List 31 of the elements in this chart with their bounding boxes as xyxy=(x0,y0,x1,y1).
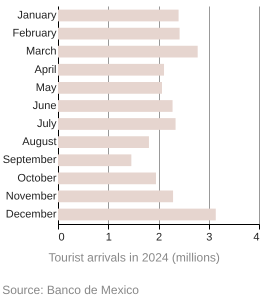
y-tick-label: November xyxy=(6,190,57,202)
x-tick-label: 0 xyxy=(58,232,65,244)
bar xyxy=(58,118,176,130)
y-tick-label: August xyxy=(22,136,56,148)
y-tick-label: October xyxy=(17,172,57,184)
x-tick-label: 4 xyxy=(253,232,260,244)
y-tick-label: September xyxy=(2,154,57,166)
bar xyxy=(58,136,149,148)
bar xyxy=(58,190,174,202)
y-tick-label: July xyxy=(36,118,57,130)
bar xyxy=(58,154,132,166)
y-tick-label: June xyxy=(32,100,56,112)
bar xyxy=(58,100,173,112)
y-tick-label: December xyxy=(6,208,57,220)
x-axis-title: Tourist arrivals in 2024 (millions) xyxy=(48,250,220,264)
bar xyxy=(58,172,156,184)
x-tick-label: 1 xyxy=(106,232,112,244)
y-tick-label: March xyxy=(26,46,56,58)
bar xyxy=(58,10,179,22)
source-note: Source: Banco de Mexico xyxy=(2,283,140,297)
bar xyxy=(58,28,180,40)
y-tick-label: April xyxy=(34,64,56,76)
x-tick-label: 3 xyxy=(206,232,212,244)
y-tick-label: May xyxy=(36,82,57,94)
y-tick-label: January xyxy=(17,10,57,22)
bar xyxy=(58,208,216,220)
x-tick-label: 2 xyxy=(156,232,162,244)
bar xyxy=(58,46,198,58)
y-tick-label: February xyxy=(12,28,57,40)
bar xyxy=(58,64,164,76)
bar xyxy=(58,82,162,94)
